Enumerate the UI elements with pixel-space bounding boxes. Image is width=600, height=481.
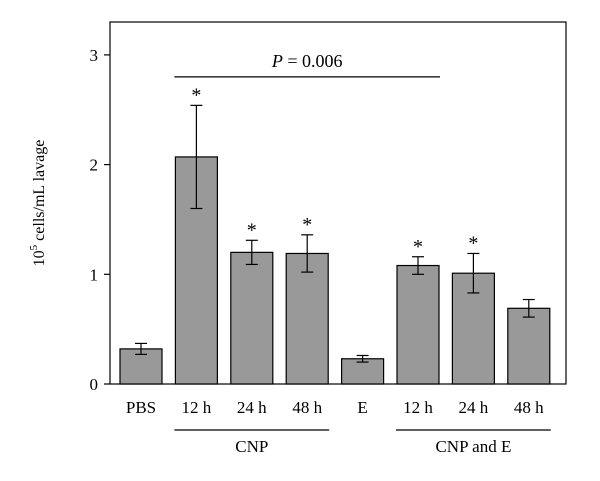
significance-marker: * — [413, 236, 423, 258]
x-tick-label: PBS — [126, 398, 156, 417]
p-symbol: P — [271, 51, 283, 71]
x-tick-label: 12 h — [403, 398, 433, 417]
y-tick-label: 0 — [90, 375, 99, 394]
x-axis-labels: PBS 12 h 24 h 48 h E 12 h 24 h 48 h — [126, 398, 544, 417]
group-labels: CNP CNP and E — [174, 429, 551, 456]
group-label: CNP and E — [435, 437, 511, 456]
p-value: = 0.006 — [283, 51, 343, 71]
significance-marker: * — [302, 214, 312, 236]
x-tick-label: E — [357, 398, 367, 417]
y-axis-label-rest: cells/mL lavage — [31, 140, 48, 245]
p-value-label: P = 0.006 — [271, 51, 343, 71]
x-tick-label: 24 h — [459, 398, 489, 417]
x-tick-label: 48 h — [292, 398, 322, 417]
bar — [341, 358, 385, 385]
y-tick-label: 2 — [90, 156, 99, 175]
comparison-annotation: P = 0.006 — [174, 51, 440, 78]
bars: * * * * * — [119, 84, 551, 385]
bar — [396, 264, 440, 385]
bar — [230, 251, 274, 385]
y-axis-label: 105 cells/mL lavage — [28, 140, 48, 267]
y-axis-ticks: 0 1 2 3 — [90, 46, 110, 394]
bar — [285, 252, 329, 385]
y-axis-label-base: 10 — [31, 250, 48, 266]
y-tick-label: 1 — [90, 265, 99, 284]
group-label: CNP — [235, 437, 268, 456]
significance-marker: * — [247, 219, 257, 241]
x-tick-label: 48 h — [514, 398, 544, 417]
bar — [507, 307, 551, 385]
x-tick-label: 12 h — [182, 398, 212, 417]
x-tick-label: 24 h — [237, 398, 267, 417]
plot-frame — [109, 21, 567, 385]
significance-marker: * — [468, 232, 478, 254]
significance-marker: * — [191, 84, 201, 106]
y-tick-label: 3 — [90, 46, 99, 65]
y-axis-label-exponent: 5 — [28, 244, 40, 250]
